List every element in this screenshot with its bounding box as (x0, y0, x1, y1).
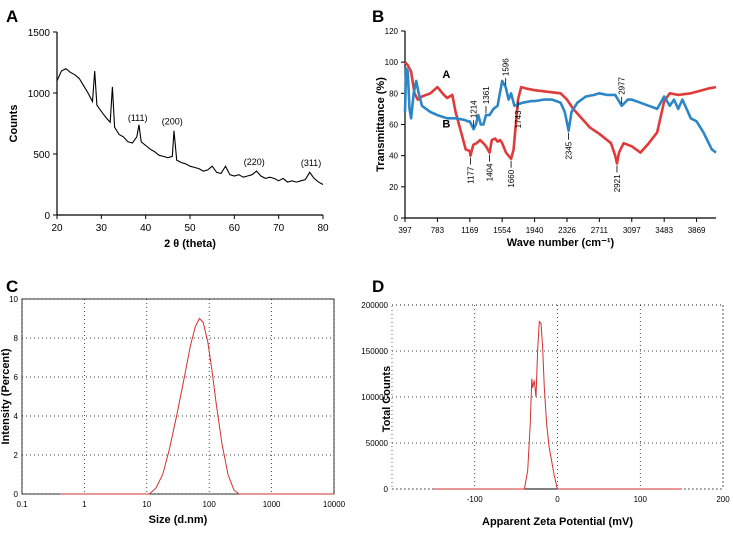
tick-label-b-y: 0 (394, 214, 399, 223)
peak-annotation-b: 1177 (467, 166, 476, 184)
tick-label-c-y: 10 (9, 295, 18, 304)
series-line-a (404, 61, 717, 165)
tick-label-d-x: 100 (634, 495, 648, 504)
peak-annotation-b: 2921 (613, 174, 622, 192)
tick-label-a-x: 20 (51, 223, 63, 234)
tick-label-c-y: 6 (14, 373, 19, 382)
tick-label-b-y: 80 (389, 89, 398, 98)
tick-label-b-x: 2711 (591, 226, 609, 235)
tick-label-c-x: 100 (203, 500, 217, 509)
peak-annotation-b: 1743 (514, 110, 523, 128)
tick-label-c-y: 0 (14, 490, 19, 499)
tick-label-a-x: 70 (273, 223, 285, 234)
tick-label-c-y: 4 (14, 412, 19, 421)
plot-frame-c (21, 298, 335, 495)
tick-label-d-y: 0 (384, 485, 389, 494)
tick-label-a-x: 30 (96, 223, 108, 234)
tick-label-a-x: 40 (140, 223, 152, 234)
tick-label-c-x: 1 (82, 500, 87, 509)
peak-annotation-b: 2345 (565, 141, 574, 159)
x-axis-label-b: Wave number (cm⁻¹) (507, 237, 615, 249)
peak-annotation-a: (111) (128, 113, 148, 123)
panel-label-a: A (6, 7, 18, 26)
tick-label-c-x: 0.1 (16, 500, 28, 509)
series-label-a: A (442, 69, 450, 81)
tick-label-a-y: 1500 (28, 28, 51, 39)
peak-annotation-b: 2977 (618, 76, 627, 94)
tick-label-a-y: 0 (44, 211, 50, 222)
peak-annotation-b: 1404 (486, 163, 495, 181)
tick-label-a-x: 60 (229, 223, 241, 234)
series-line-size (59, 317, 334, 495)
tick-label-d-y: 200000 (361, 301, 388, 310)
panel-label-c: C (6, 277, 18, 296)
tick-label-b-y: 100 (385, 58, 399, 67)
tick-label-b-y: 120 (385, 27, 399, 36)
tick-label-b-x: 1554 (493, 226, 511, 235)
tick-label-d-y: 50000 (366, 439, 389, 448)
y-axis-label-a: Counts (8, 105, 20, 143)
y-axis-label-d: Total Counts (381, 366, 393, 432)
series-label-b: B (442, 119, 450, 131)
tick-label-b-x: 3097 (623, 226, 641, 235)
tick-label-d-x: -100 (467, 495, 484, 504)
series-line-b (403, 67, 717, 154)
tick-label-c-x: 10 (142, 500, 151, 509)
peak-annotation-b: 1214 (470, 100, 479, 118)
tick-label-a-y: 500 (33, 150, 50, 161)
peak-annotation-b: 1596 (502, 58, 511, 76)
tick-label-d-y: 150000 (361, 347, 388, 356)
x-axis-label-a: 2 θ (theta) (164, 238, 216, 250)
tick-label-a-x: 80 (317, 223, 329, 234)
series-line-zeta (433, 320, 682, 490)
y-axis-label-b: Transmittance (%) (375, 77, 387, 172)
tick-label-c-x: 1000 (263, 500, 281, 509)
tick-label-b-x: 3483 (655, 226, 673, 235)
tick-label-d-x: 0 (555, 495, 560, 504)
tick-label-b-x: 1940 (526, 226, 544, 235)
tick-label-d-y: 100000 (361, 393, 388, 402)
x-axis-label-d: Apparent Zeta Potential (mV) (482, 516, 633, 528)
tick-label-a-y: 1000 (28, 89, 51, 100)
y-axis-label-c: Intensity (Percent) (0, 348, 12, 444)
series-line-xrd (56, 67, 324, 185)
tick-label-d-x: 200 (716, 495, 730, 504)
tick-label-a-x: 50 (184, 223, 196, 234)
tick-label-c-x: 10000 (323, 500, 346, 509)
tick-label-b-y: 40 (389, 152, 398, 161)
peak-annotation-a: (200) (162, 117, 183, 127)
tick-label-b-x: 783 (431, 226, 445, 235)
tick-label-b-x: 3869 (688, 226, 706, 235)
tick-label-b-x: 2326 (558, 226, 576, 235)
tick-label-b-y: 20 (389, 183, 398, 192)
tick-label-b-x: 397 (398, 226, 412, 235)
peak-annotation-b: 1660 (507, 169, 516, 187)
tick-label-b-x: 1169 (461, 226, 479, 235)
peak-annotation-b: 1361 (482, 86, 491, 104)
panel-label-b: B (372, 7, 384, 26)
peak-annotation-a: (311) (301, 158, 321, 168)
tick-label-c-y: 2 (14, 451, 19, 460)
panel-label-d: D (372, 277, 384, 296)
tick-label-b-y: 60 (389, 121, 398, 130)
x-axis-label-c: Size (d.nm) (149, 514, 208, 526)
peak-annotation-a: (220) (244, 157, 265, 167)
tick-label-c-y: 8 (14, 334, 19, 343)
